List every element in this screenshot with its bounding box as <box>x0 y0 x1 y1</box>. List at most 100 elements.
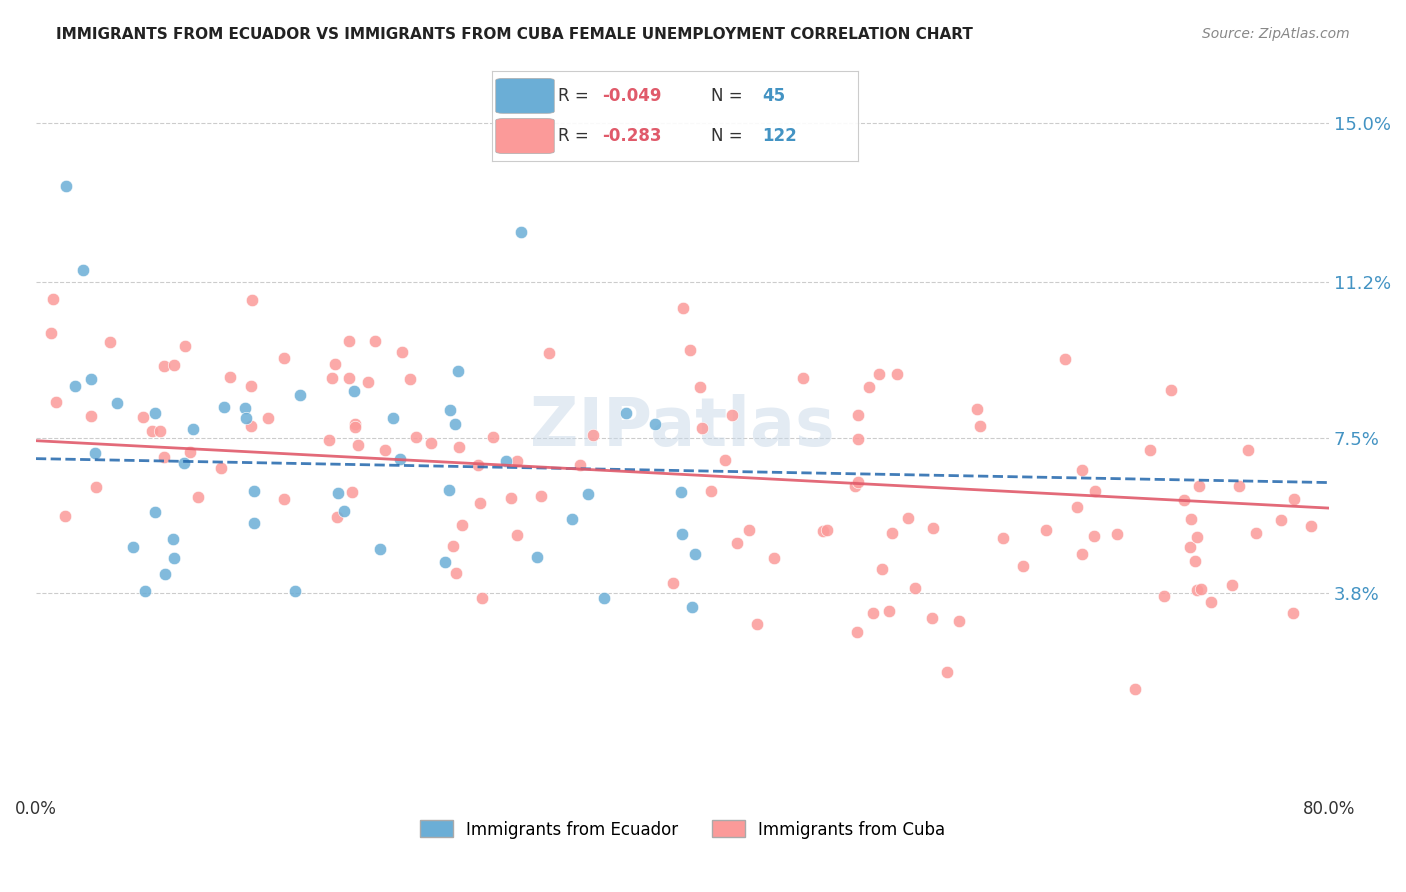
Point <box>467 458 489 473</box>
Point <box>105 396 128 410</box>
Point <box>1070 463 1092 477</box>
Point <box>815 524 838 538</box>
Point <box>877 604 900 618</box>
Point <box>813 524 835 538</box>
Point <box>671 527 693 541</box>
Point <box>690 421 713 435</box>
Text: -0.283: -0.283 <box>602 128 661 145</box>
Point <box>868 367 890 381</box>
Point <box>858 380 880 394</box>
Point <box>419 436 441 450</box>
Point <box>672 301 695 315</box>
Point <box>273 351 295 365</box>
Point <box>343 384 366 398</box>
Point <box>1188 479 1211 493</box>
Point <box>243 516 266 530</box>
Point <box>337 334 360 349</box>
Point <box>333 503 356 517</box>
Point <box>257 411 280 425</box>
Point <box>219 370 242 384</box>
Point <box>42 292 65 306</box>
Point <box>468 496 491 510</box>
Point <box>1035 523 1057 537</box>
Point <box>163 550 186 565</box>
Point <box>897 511 920 525</box>
Point <box>212 401 235 415</box>
Point <box>966 401 988 416</box>
Point <box>679 343 702 357</box>
Point <box>1071 547 1094 561</box>
Point <box>162 532 184 546</box>
Point <box>153 566 176 581</box>
Point <box>681 600 703 615</box>
Point <box>145 505 167 519</box>
Point <box>763 551 786 566</box>
Point <box>122 540 145 554</box>
Point <box>1185 582 1208 597</box>
Point <box>1227 479 1250 493</box>
Point <box>846 475 869 489</box>
Point <box>505 527 527 541</box>
Point <box>501 491 523 505</box>
Point <box>340 484 363 499</box>
Point <box>721 408 744 422</box>
Point <box>163 358 186 372</box>
Point <box>174 339 197 353</box>
Point <box>1299 519 1322 533</box>
Point <box>443 417 465 431</box>
Point <box>79 371 101 385</box>
Point <box>328 485 350 500</box>
Point <box>153 450 176 464</box>
Point <box>1123 681 1146 696</box>
Point <box>1139 443 1161 458</box>
Point <box>399 372 422 386</box>
Point <box>451 517 474 532</box>
Point <box>1160 384 1182 398</box>
Point <box>870 561 893 575</box>
Point <box>134 583 156 598</box>
FancyBboxPatch shape <box>496 119 554 153</box>
Point <box>152 359 174 374</box>
Point <box>1180 540 1202 554</box>
Text: ZIPatlas: ZIPatlas <box>530 394 835 460</box>
Point <box>1066 500 1088 515</box>
Point <box>240 379 263 393</box>
Point <box>569 458 592 473</box>
Legend: Immigrants from Ecuador, Immigrants from Cuba: Immigrants from Ecuador, Immigrants from… <box>413 814 952 846</box>
Point <box>538 346 561 360</box>
Point <box>242 484 264 499</box>
Point <box>318 433 340 447</box>
Point <box>526 550 548 565</box>
Point <box>284 584 307 599</box>
Point <box>179 444 201 458</box>
Point <box>699 483 721 498</box>
Text: -0.049: -0.049 <box>602 87 661 105</box>
Point <box>495 454 517 468</box>
Point <box>337 370 360 384</box>
Point <box>683 547 706 561</box>
Point <box>738 523 761 537</box>
Point <box>576 487 599 501</box>
Point <box>273 491 295 506</box>
FancyBboxPatch shape <box>496 78 554 113</box>
Point <box>433 555 456 569</box>
Text: Source: ZipAtlas.com: Source: ZipAtlas.com <box>1202 27 1350 41</box>
Point <box>1284 492 1306 507</box>
Point <box>1270 513 1292 527</box>
Point <box>505 454 527 468</box>
Point <box>326 509 349 524</box>
Point <box>323 357 346 371</box>
Point <box>644 417 666 432</box>
Point <box>880 525 903 540</box>
Point <box>181 422 204 436</box>
Point <box>1184 554 1206 568</box>
Point <box>343 417 366 431</box>
Point <box>446 364 468 378</box>
Point <box>1220 577 1243 591</box>
Point <box>364 334 387 348</box>
Point <box>209 461 232 475</box>
Point <box>662 576 685 591</box>
Point <box>240 293 263 308</box>
Point <box>582 428 605 442</box>
Point <box>173 456 195 470</box>
